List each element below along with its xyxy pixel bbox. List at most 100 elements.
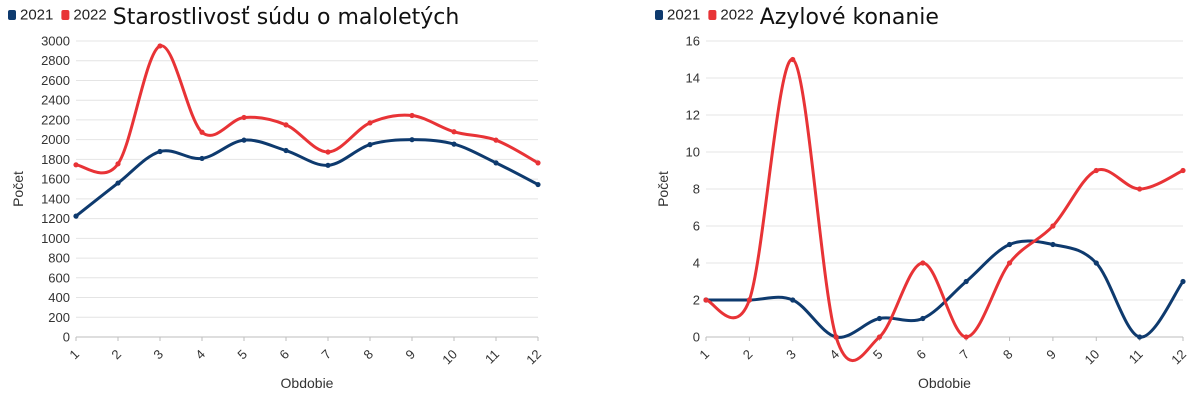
y-tick-label: 2400: [41, 93, 70, 108]
chart-starostlivost: 0200400600800100012001400160018002000220…: [8, 5, 544, 391]
x-tick-label: 10: [439, 347, 460, 368]
data-point-2022: [1050, 223, 1056, 229]
data-point-2022: [746, 297, 752, 303]
x-tick-label: 6: [276, 347, 292, 363]
data-point-2021: [73, 213, 79, 219]
data-point-2022: [876, 334, 883, 340]
series-line-2021: [704, 239, 1185, 339]
chart-title: Azylové konanie: [760, 5, 939, 30]
chart-title: Starostlivosť súdu o maloletých: [113, 5, 460, 30]
y-tick-label: 1600: [41, 172, 70, 187]
y-tick-label: 2200: [41, 112, 70, 127]
x-tick-label: 5: [234, 347, 250, 363]
data-point-2022: [1006, 260, 1013, 266]
data-point-2022: [451, 129, 457, 135]
x-tick-label: 1: [696, 347, 712, 363]
x-tick-label: 12: [1168, 347, 1189, 368]
x-tick-label: 7: [957, 347, 973, 363]
data-point-2021: [920, 315, 926, 322]
y-tick-label: 1400: [41, 191, 70, 206]
x-tick-label: 9: [1043, 347, 1059, 363]
y-tick-label: 800: [48, 251, 70, 266]
x-tick-label: 10: [1082, 347, 1103, 368]
data-point-2022: [199, 129, 205, 135]
x-tick-label: 9: [402, 347, 418, 363]
data-point-2021: [1006, 241, 1013, 248]
y-tick-label: 1200: [41, 211, 70, 226]
series-line-2022: [704, 57, 1185, 363]
data-point-2021: [1180, 278, 1186, 285]
data-point-2022: [833, 334, 839, 340]
y-tick-label: 2600: [41, 73, 70, 88]
data-point-2022: [535, 160, 541, 166]
x-tick-label: 2: [108, 347, 124, 363]
x-tick-label: 11: [482, 347, 502, 367]
data-point-2022: [157, 43, 163, 49]
x-tick-label: 3: [783, 347, 799, 363]
x-tick-label: 1: [66, 347, 82, 363]
legend-label-2021: 2021: [667, 7, 700, 24]
data-point-2021: [409, 137, 415, 143]
y-tick-label: 1800: [41, 152, 70, 167]
data-point-2021: [157, 148, 163, 155]
data-point-2021: [367, 142, 373, 148]
y-tick-label: 16: [686, 34, 700, 49]
y-axis-title: Počet: [655, 171, 671, 207]
data-point-2022: [367, 120, 373, 126]
legend-swatch-2022: [708, 10, 717, 20]
data-point-2021: [876, 315, 883, 322]
data-point-2022: [1093, 167, 1099, 174]
data-point-2021: [493, 160, 499, 166]
y-tick-label: 3000: [41, 34, 70, 49]
y-tick-label: 0: [693, 330, 700, 345]
data-point-2021: [199, 155, 205, 162]
data-point-2022: [73, 162, 79, 168]
y-tick-label: 8: [693, 182, 700, 197]
data-point-2021: [115, 180, 121, 186]
y-tick-label: 14: [686, 71, 700, 86]
data-point-2022: [963, 334, 969, 340]
data-point-2022: [920, 260, 926, 266]
y-tick-label: 200: [48, 310, 70, 325]
x-tick-label: 2: [740, 347, 756, 363]
y-tick-label: 400: [48, 290, 70, 305]
y-tick-label: 10: [686, 145, 700, 160]
y-axis-title: Počet: [10, 171, 26, 207]
series-line-2021: [74, 138, 540, 218]
data-point-2022: [703, 297, 709, 303]
legend-label-2021: 2021: [20, 7, 53, 24]
y-tick-label: 6: [693, 219, 700, 234]
y-tick-label: 12: [686, 108, 700, 123]
x-tick-label: 5: [870, 347, 886, 363]
data-point-2022: [283, 122, 289, 128]
legend-label-2022: 2022: [720, 7, 753, 24]
data-point-2021: [535, 181, 541, 188]
data-point-2022: [1137, 186, 1143, 192]
y-tick-label: 2800: [41, 53, 70, 68]
data-point-2022: [409, 112, 415, 119]
data-point-2021: [963, 278, 969, 285]
data-point-2022: [241, 114, 247, 121]
y-tick-label: 4: [693, 256, 700, 271]
series-line-2022: [74, 44, 540, 175]
x-tick-label: 7: [318, 347, 334, 363]
data-point-2022: [493, 137, 499, 143]
data-point-2021: [283, 147, 289, 154]
data-point-2021: [1093, 260, 1099, 266]
data-point-2021: [451, 141, 457, 147]
legend-swatch-2021: [8, 10, 16, 20]
x-axis-title: Obdobie: [918, 375, 971, 391]
data-point-2022: [325, 149, 331, 155]
legend-swatch-2021: [655, 10, 663, 20]
y-tick-label: 600: [48, 270, 70, 285]
data-point-2021: [241, 137, 247, 143]
x-tick-label: 8: [360, 347, 376, 363]
x-tick-label: 6: [913, 347, 929, 363]
legend-label-2022: 2022: [73, 7, 106, 24]
data-point-2021: [790, 297, 796, 303]
x-tick-label: 4: [192, 347, 208, 363]
data-point-2021: [1050, 241, 1056, 248]
x-tick-label: 11: [1126, 347, 1146, 367]
data-point-2022: [1180, 167, 1186, 174]
